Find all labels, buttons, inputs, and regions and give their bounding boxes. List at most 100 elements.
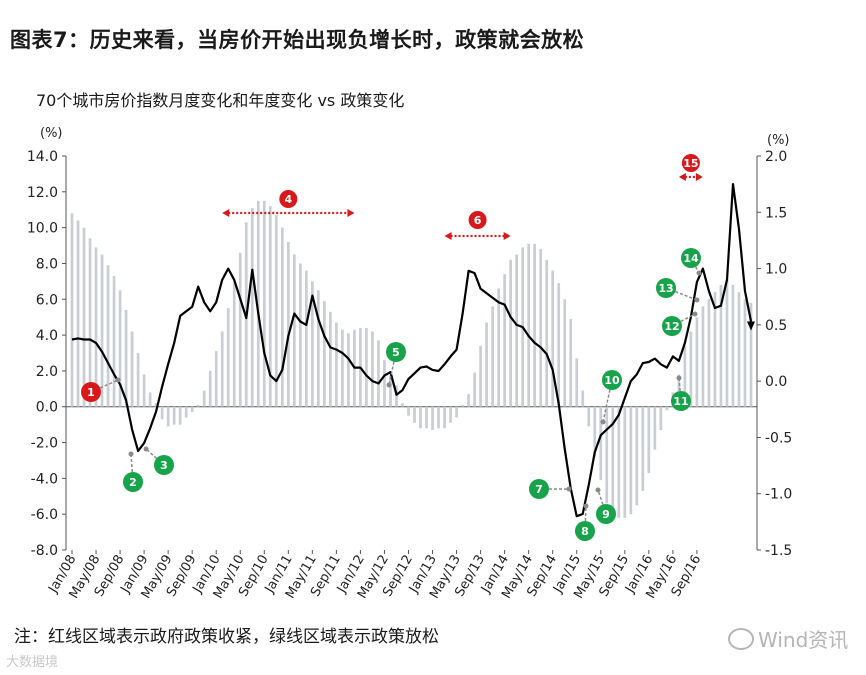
chart-note: 注：红线区域表示政府政策收紧，绿线区域表示政策放松 bbox=[14, 627, 439, 647]
line-end-arrow bbox=[746, 321, 755, 331]
bar bbox=[737, 292, 741, 407]
bar bbox=[118, 290, 122, 407]
policy-badge bbox=[681, 154, 700, 172]
source-watermark: 大数据境 bbox=[6, 655, 59, 670]
bar bbox=[389, 374, 392, 407]
bar bbox=[677, 374, 681, 407]
left-tick-label: 2.0 bbox=[36, 364, 58, 380]
event-badge-label: 2 bbox=[129, 476, 137, 489]
left-tick-label: 8.0 bbox=[36, 256, 58, 272]
event-badge bbox=[154, 455, 174, 475]
bar bbox=[413, 406, 416, 423]
event-pointer-head bbox=[583, 503, 589, 509]
left-tick-label: -6.0 bbox=[31, 507, 58, 523]
bar bbox=[659, 406, 663, 431]
policy-badge-label: 4 bbox=[284, 193, 292, 206]
event-pointer-head bbox=[600, 419, 606, 425]
event-pointer bbox=[597, 489, 607, 515]
wind-watermark: Wind资讯 bbox=[728, 624, 848, 653]
bar bbox=[443, 406, 446, 429]
event-pointer-head bbox=[115, 377, 121, 383]
event-badge-label: 3 bbox=[160, 459, 168, 472]
right-tick-label: -1.5 bbox=[765, 543, 792, 559]
bar bbox=[317, 290, 320, 407]
bar bbox=[214, 351, 218, 407]
event-badge bbox=[386, 342, 406, 362]
right-tick-label: -1.0 bbox=[765, 487, 792, 503]
bar bbox=[383, 360, 386, 407]
event-pointer-head bbox=[143, 446, 149, 452]
left-tick-label: 4.0 bbox=[36, 328, 58, 344]
bar bbox=[184, 406, 188, 418]
bar bbox=[130, 331, 134, 407]
bar bbox=[527, 243, 531, 407]
bar bbox=[76, 220, 80, 407]
bar bbox=[94, 247, 98, 407]
bar bbox=[635, 406, 639, 506]
bar bbox=[166, 406, 170, 427]
bar bbox=[172, 406, 176, 425]
event-pointer-head bbox=[692, 311, 698, 317]
bar bbox=[629, 406, 633, 515]
series-line bbox=[71, 183, 753, 518]
left-tick-label: -8.0 bbox=[31, 543, 58, 559]
left-axis-unit: (%) bbox=[40, 126, 63, 141]
event-pointer bbox=[678, 377, 682, 402]
bar bbox=[401, 403, 404, 407]
left-tick-label: -2.0 bbox=[31, 436, 58, 452]
bar bbox=[274, 215, 278, 407]
bar bbox=[208, 370, 212, 407]
bar bbox=[178, 406, 182, 425]
event-badge bbox=[575, 521, 595, 541]
right-tick-label: 1.5 bbox=[765, 205, 787, 221]
event-badge bbox=[123, 472, 143, 492]
event-pointer-head bbox=[566, 486, 572, 492]
bar bbox=[581, 390, 585, 407]
bar bbox=[647, 406, 651, 473]
bar bbox=[292, 254, 296, 407]
bar bbox=[485, 322, 488, 407]
bar bbox=[503, 274, 506, 407]
bar bbox=[515, 254, 519, 407]
bar bbox=[311, 281, 314, 407]
bar bbox=[479, 345, 482, 407]
event-badge-label: 8 bbox=[581, 525, 589, 538]
bar bbox=[425, 406, 428, 429]
policy-period-arrow-right bbox=[695, 173, 703, 181]
event-badge-label: 1 bbox=[87, 386, 95, 399]
bar bbox=[593, 406, 597, 457]
bar bbox=[268, 206, 272, 407]
wechat-icon bbox=[728, 627, 754, 650]
bar bbox=[473, 372, 476, 407]
bar bbox=[329, 311, 332, 407]
event-badge bbox=[662, 316, 682, 336]
bar bbox=[449, 406, 452, 423]
bar bbox=[262, 200, 266, 407]
bar bbox=[238, 252, 242, 407]
bar bbox=[82, 227, 86, 407]
event-pointer-head bbox=[128, 451, 134, 457]
bar bbox=[461, 404, 464, 407]
policy-badge bbox=[279, 190, 298, 208]
event-pointer bbox=[671, 313, 696, 327]
bar bbox=[347, 333, 350, 407]
bar bbox=[533, 243, 537, 407]
event-badge bbox=[681, 248, 701, 268]
chart-title: 图表7：历史来看，当房价开始出现负增长时，政策就会放松 bbox=[10, 28, 585, 52]
bar bbox=[539, 249, 543, 407]
bar bbox=[665, 406, 669, 411]
bar bbox=[491, 306, 494, 407]
event-badge-label: 9 bbox=[602, 508, 610, 521]
bar bbox=[587, 406, 591, 427]
bar bbox=[304, 270, 308, 407]
event-badge-label: 12 bbox=[664, 320, 679, 333]
bar bbox=[419, 406, 422, 429]
bar bbox=[154, 403, 158, 407]
bar bbox=[407, 406, 410, 416]
event-badge bbox=[596, 504, 616, 524]
right-tick-label: -0.5 bbox=[765, 430, 792, 446]
event-badge bbox=[602, 370, 622, 390]
bar bbox=[202, 390, 206, 407]
event-pointer-head bbox=[595, 487, 601, 493]
